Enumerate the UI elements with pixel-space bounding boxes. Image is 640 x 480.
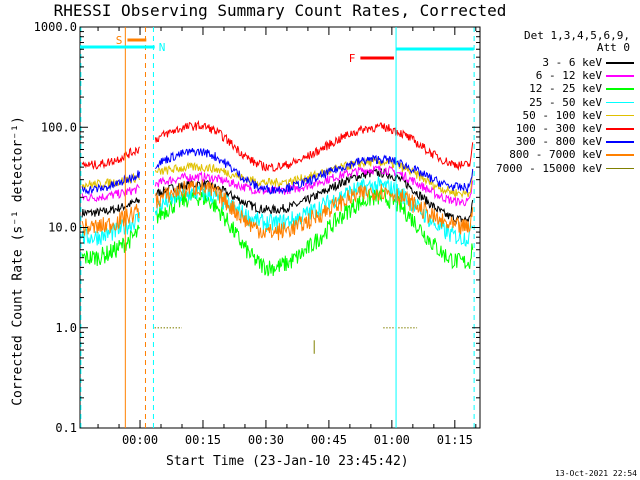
x-tick-label: 01:00 bbox=[374, 433, 410, 447]
legend-swatch bbox=[606, 75, 634, 77]
legend-swatch bbox=[606, 62, 634, 64]
legend-entry: 300 - 800 keV bbox=[470, 135, 640, 148]
legend-entry: 50 - 100 keV bbox=[470, 109, 640, 122]
legend-label: 300 - 800 keV bbox=[515, 135, 602, 149]
x-tick-label: 00:30 bbox=[248, 433, 284, 447]
series-line-2 bbox=[81, 187, 474, 277]
series-line-0 bbox=[81, 168, 474, 225]
x-axis-label: Start Time (23-Jan-10 23:45:42) bbox=[166, 454, 409, 469]
legend-label: 800 - 7000 keV bbox=[509, 148, 602, 162]
legend-label: 12 - 25 keV bbox=[529, 82, 602, 96]
legend-swatch bbox=[606, 114, 634, 117]
series-line-1 bbox=[81, 165, 474, 207]
legend-swatch bbox=[606, 154, 634, 156]
y-axis-label: Corrected Count Rate (s⁻¹ detector⁻¹) bbox=[10, 116, 26, 406]
legend-entry: 12 - 25 keV bbox=[470, 82, 640, 95]
legend-entry: 7000 - 15000 keV bbox=[470, 162, 640, 175]
x-tick-label: 00:00 bbox=[122, 433, 158, 447]
flag-label: N bbox=[159, 41, 166, 54]
x-tick-label: 01:15 bbox=[437, 433, 473, 447]
x-tick-label: 00:15 bbox=[185, 433, 221, 447]
legend-swatch bbox=[606, 167, 634, 170]
legend-label: 100 - 300 keV bbox=[515, 122, 602, 135]
legend-title-line-2: Att 0 bbox=[596, 41, 630, 54]
legend-entry: 800 - 7000 keV bbox=[470, 148, 640, 161]
legend-entry: 3 - 6 keV bbox=[470, 56, 640, 69]
legend-label: 3 - 6 keV bbox=[542, 56, 602, 69]
footer-timestamp: 13-Oct-2021 22:54 bbox=[555, 469, 637, 478]
legend-swatch bbox=[606, 88, 634, 90]
tick-layer: 0.1 1.0 10.0 100.0 1000.0 00:00 00:15 00:30 00:4… bbox=[34, 20, 480, 447]
legend-entry: 100 - 300 keV bbox=[470, 122, 640, 135]
legend-swatch bbox=[606, 101, 634, 104]
legend-swatch bbox=[606, 141, 634, 143]
legend-swatch bbox=[606, 128, 634, 130]
legend-title-line-1: Det 1,3,4,5,6,9, bbox=[524, 29, 630, 42]
y-tick-label: 10.0 bbox=[48, 221, 77, 235]
legend-label: 25 - 50 keV bbox=[529, 95, 602, 109]
series-layer bbox=[81, 119, 474, 354]
flag-label: F bbox=[349, 52, 356, 65]
series-line-6 bbox=[81, 147, 474, 196]
y-tick-label: 1.0 bbox=[55, 321, 77, 335]
x-tick-label: 00:45 bbox=[311, 433, 347, 447]
flag-label: S bbox=[116, 34, 123, 47]
chart-title: RHESSI Observing Summary Count Rates, Co… bbox=[53, 1, 507, 20]
legend-entry: 25 - 50 keV bbox=[470, 96, 640, 109]
legend-label: 50 - 100 keV bbox=[522, 108, 602, 122]
series-line-5 bbox=[81, 119, 474, 172]
y-tick-label: 1000.0 bbox=[34, 20, 77, 34]
legend-label: 6 - 12 keV bbox=[535, 69, 602, 83]
series-line-7 bbox=[81, 179, 474, 241]
legend-entry: 6 - 12 keV bbox=[470, 69, 640, 82]
y-tick-label: 100.0 bbox=[41, 120, 77, 134]
y-tick-label: 0.1 bbox=[55, 421, 77, 435]
legend-label: 7000 - 15000 keV bbox=[496, 161, 602, 175]
